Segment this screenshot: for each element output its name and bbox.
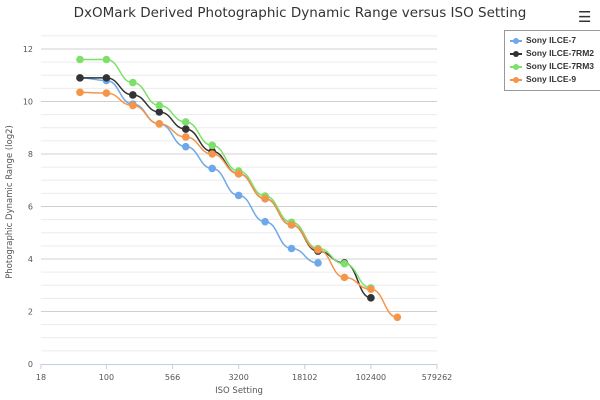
data-point [261, 194, 269, 203]
y-tick-label: 2 [28, 308, 33, 317]
data-point [129, 91, 137, 99]
legend-marker-icon [510, 76, 522, 84]
x-tick-label: 18 [36, 373, 46, 382]
series-line-3 [79, 91, 398, 319]
data-point [367, 294, 375, 302]
data-point [76, 88, 84, 97]
data-point [287, 221, 296, 229]
data-point [261, 217, 269, 226]
data-point [155, 101, 164, 110]
x-tick-label: 100 [99, 373, 114, 382]
x-tick-label: 566 [165, 373, 180, 382]
data-point [208, 150, 217, 158]
data-point [76, 74, 84, 82]
legend-label: Sony ILCE-7 [526, 35, 577, 45]
y-tick-label: 6 [28, 203, 33, 212]
x-tick-label: 18102 [292, 373, 317, 382]
data-point [76, 55, 84, 64]
legend-marker-icon [510, 37, 522, 45]
data-point [234, 169, 243, 178]
legend-marker-icon [510, 63, 522, 71]
data-point [129, 78, 137, 87]
data-point [234, 191, 243, 200]
y-tick-label: 0 [28, 360, 33, 369]
data-point [102, 74, 111, 82]
data-point [181, 133, 190, 141]
x-tick-label: 3200 [228, 373, 248, 382]
legend-item[interactable]: Sony ILCE-7RM3 [505, 60, 594, 73]
x-axis-title: ISO Setting [215, 386, 263, 396]
legend-item[interactable]: Sony ILCE-9 [505, 73, 594, 86]
chart-title: DxOMark Derived Photographic Dynamic Ran… [73, 5, 527, 21]
legend-marker-icon [510, 50, 522, 58]
x-tick-label: 102400 [356, 373, 387, 382]
data-point [181, 142, 190, 151]
data-point [393, 313, 402, 322]
legend-label: Sony ILCE-7RM2 [526, 48, 595, 58]
data-point [208, 141, 217, 150]
y-axis-title: Photographic Dynamic Range (log2) [5, 125, 15, 279]
y-tick-label: 10 [23, 98, 33, 107]
data-point [155, 120, 164, 128]
data-point [102, 55, 111, 64]
legend: Sony ILCE-7 Sony ILCE-7RM2 Sony ILCE-7RM3 S… [504, 30, 600, 91]
data-point [314, 259, 322, 267]
series-line-0 [79, 77, 319, 264]
data-point [102, 89, 111, 97]
data-point [287, 244, 296, 253]
data-point [129, 101, 137, 110]
legend-item[interactable]: Sony ILCE-7RM2 [505, 47, 594, 60]
data-point [155, 108, 164, 116]
data-point [367, 285, 375, 293]
y-tick-label: 8 [28, 150, 33, 159]
data-point [340, 259, 349, 268]
data-point [340, 273, 349, 282]
y-tick-label: 12 [23, 45, 33, 54]
legend-item[interactable]: Sony ILCE-7 [505, 34, 594, 47]
y-tick-label: 4 [28, 255, 33, 264]
series-line-1 [79, 77, 372, 299]
data-point [208, 164, 217, 173]
data-point [181, 118, 190, 126]
legend-label: Sony ILCE-9 [526, 74, 577, 84]
hamburger-menu-icon[interactable]: ☰ [578, 8, 592, 26]
data-point [181, 125, 190, 133]
x-tick-label: 579262 [422, 373, 453, 382]
data-point [314, 246, 322, 254]
legend-label: Sony ILCE-7RM3 [526, 61, 595, 71]
